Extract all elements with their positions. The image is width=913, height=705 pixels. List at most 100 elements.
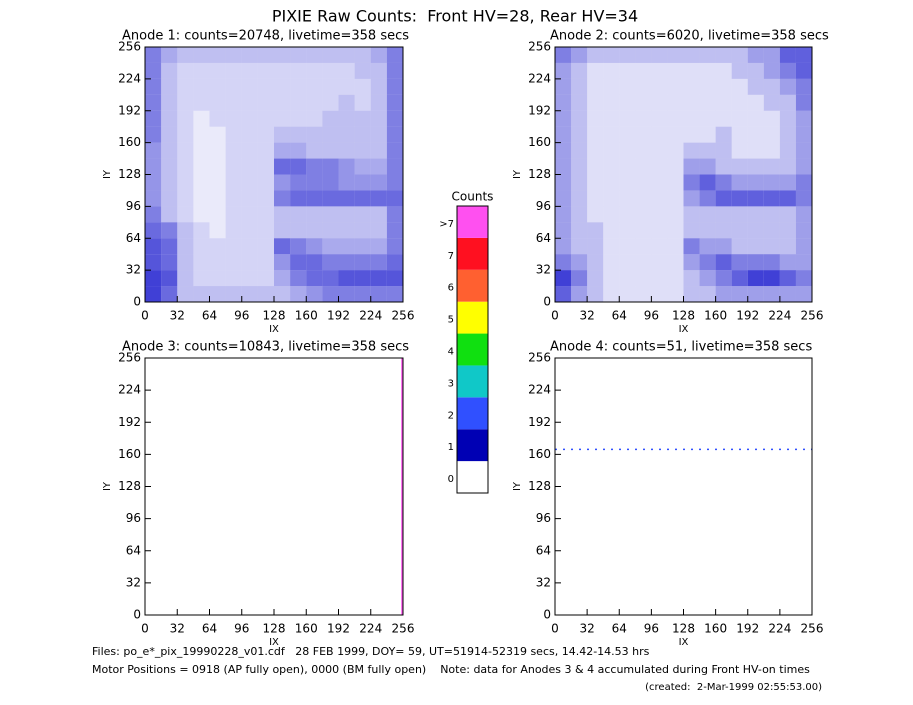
density-cell <box>699 62 716 79</box>
x-tick-label: 224 <box>768 309 791 323</box>
density-cell <box>338 238 355 255</box>
density-cell <box>241 47 258 63</box>
y-axis-label: IY <box>102 169 113 179</box>
x-tick-label: 64 <box>202 309 217 323</box>
density-cell <box>145 206 162 223</box>
density-cell <box>370 110 387 127</box>
density-cell <box>747 158 764 175</box>
density-cell <box>715 158 732 175</box>
density-cell <box>619 270 636 287</box>
density-cell <box>354 222 371 239</box>
density-cell <box>603 126 620 143</box>
density-cell <box>161 286 178 302</box>
density-cell <box>209 270 226 287</box>
density-cell <box>699 78 716 95</box>
density-cell <box>241 94 258 111</box>
density-cell <box>161 94 178 111</box>
density-cell <box>241 142 258 159</box>
density-cell <box>731 142 748 159</box>
density-cell <box>290 254 307 271</box>
x-axis-label: IX <box>679 637 689 648</box>
density-cell <box>651 238 668 255</box>
y-axis-label: IY <box>102 481 113 491</box>
density-cell <box>587 286 604 302</box>
density-cell <box>731 158 748 175</box>
density-cell <box>619 254 636 271</box>
y-tick-label: 32 <box>126 575 141 589</box>
density-cell <box>555 238 572 255</box>
density-cell <box>795 270 812 287</box>
density-cell <box>354 254 371 271</box>
y-axis-label: IY <box>512 481 523 491</box>
density-cell <box>177 254 194 271</box>
density-cell <box>715 254 732 271</box>
density-cell <box>731 47 748 63</box>
density-cell <box>635 254 652 271</box>
density-cell <box>555 174 572 191</box>
y-tick-label: 32 <box>536 263 551 277</box>
density-cell <box>354 94 371 111</box>
density-cell <box>177 222 194 239</box>
density-cell <box>619 174 636 191</box>
density-cell <box>715 78 732 95</box>
density-cell <box>322 222 339 239</box>
density-cell <box>338 222 355 239</box>
density-cell <box>635 222 652 239</box>
density-cell <box>795 62 812 79</box>
density-cell <box>145 270 162 287</box>
density-cell <box>571 47 588 63</box>
density-cell <box>370 47 387 63</box>
density-cell <box>225 110 242 127</box>
density-cell <box>322 270 339 287</box>
density-cell <box>290 158 307 175</box>
density-cell <box>274 174 291 191</box>
density-cell <box>587 78 604 95</box>
colorbar-level <box>457 301 488 334</box>
density-cell <box>354 206 371 223</box>
y-tick-label: 160 <box>118 135 141 149</box>
density-cell <box>651 190 668 207</box>
density-cell <box>587 222 604 239</box>
density-cell <box>193 94 210 111</box>
density-cell <box>290 174 307 191</box>
density-cell <box>635 142 652 159</box>
density-cell <box>274 94 291 111</box>
colorbar-level <box>457 206 488 238</box>
density-cell <box>667 62 684 79</box>
colorbar-level <box>457 333 488 366</box>
density-cell <box>651 286 668 302</box>
x-tick-label: 0 <box>551 309 559 323</box>
density-cell <box>354 158 371 175</box>
density-cell <box>241 222 258 239</box>
density-cell <box>145 110 162 127</box>
density-cell <box>795 254 812 271</box>
density-cell <box>306 110 323 127</box>
x-tick-label: 192 <box>327 309 350 323</box>
density-cell <box>306 47 323 63</box>
density-cell <box>338 78 355 95</box>
x-tick-label: 96 <box>644 622 659 636</box>
density-cell <box>193 238 210 255</box>
density-cell <box>241 158 258 175</box>
density-cell <box>177 206 194 223</box>
density-cell <box>731 126 748 143</box>
density-cell <box>619 190 636 207</box>
density-cell <box>651 158 668 175</box>
density-cell <box>667 158 684 175</box>
x-tick-label: 192 <box>327 622 350 636</box>
density-cell <box>145 94 162 111</box>
density-cell <box>699 270 716 287</box>
density-cell <box>257 142 274 159</box>
density-cell <box>370 94 387 111</box>
density-cell <box>667 254 684 271</box>
density-cell <box>161 238 178 255</box>
density-cell <box>667 222 684 239</box>
density-cell <box>571 286 588 302</box>
density-cell <box>177 190 194 207</box>
density-cell <box>290 222 307 239</box>
x-tick-label: 64 <box>612 309 627 323</box>
density-cell <box>370 270 387 287</box>
x-tick-label: 64 <box>202 622 217 636</box>
y-tick-label: 64 <box>126 231 141 245</box>
